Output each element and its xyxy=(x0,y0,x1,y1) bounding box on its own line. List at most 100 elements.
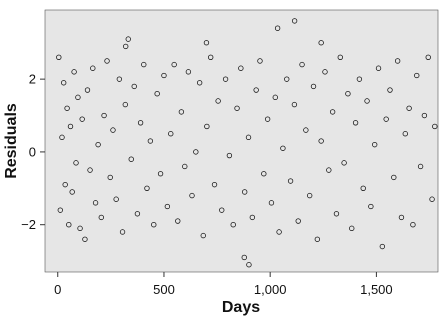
data-points-layer xyxy=(56,18,438,268)
data-point xyxy=(329,109,336,115)
data-point xyxy=(261,171,267,177)
x-axis-title: Days xyxy=(222,299,260,316)
data-point xyxy=(66,222,72,228)
y-axis: −2 0 2 xyxy=(21,72,45,232)
data-point xyxy=(61,80,67,86)
data-point xyxy=(245,134,252,141)
data-point xyxy=(238,65,244,71)
data-point xyxy=(171,61,177,68)
data-point xyxy=(104,58,110,64)
data-point xyxy=(242,189,248,195)
data-point xyxy=(421,112,428,119)
data-point xyxy=(98,214,104,221)
data-point xyxy=(352,120,359,126)
data-point xyxy=(82,236,88,242)
data-point xyxy=(414,72,420,79)
data-point xyxy=(341,160,347,166)
data-point xyxy=(429,196,435,202)
data-point xyxy=(257,58,263,64)
data-point xyxy=(90,65,96,71)
data-point xyxy=(318,40,324,46)
data-point xyxy=(391,174,397,181)
data-point xyxy=(95,141,101,148)
data-point xyxy=(264,116,271,122)
data-point xyxy=(372,141,378,148)
data-point xyxy=(122,101,128,108)
data-point xyxy=(134,211,141,217)
data-point xyxy=(219,207,225,213)
data-point xyxy=(57,207,63,213)
data-point xyxy=(107,174,113,181)
data-point xyxy=(71,69,77,75)
data-point xyxy=(272,94,278,101)
y-tick-label: 2 xyxy=(29,72,36,87)
data-point xyxy=(185,69,192,75)
data-point xyxy=(274,25,281,31)
data-point xyxy=(287,178,294,184)
y-tick-label: −2 xyxy=(21,217,36,232)
data-point xyxy=(119,229,126,235)
data-point xyxy=(268,200,275,206)
data-point xyxy=(196,80,203,86)
data-point xyxy=(417,163,424,170)
data-point xyxy=(402,131,408,137)
data-point xyxy=(360,185,366,191)
data-point xyxy=(432,123,438,130)
data-point xyxy=(295,218,301,224)
data-point xyxy=(193,149,199,155)
data-point xyxy=(79,116,85,122)
data-point xyxy=(157,171,164,177)
x-tick-label: 1,500 xyxy=(360,282,393,297)
data-point xyxy=(318,138,324,144)
data-point xyxy=(253,87,259,93)
plot-area xyxy=(44,9,439,273)
data-point xyxy=(125,36,131,42)
x-tick-label: 500 xyxy=(153,282,175,297)
data-point xyxy=(168,131,174,137)
data-point xyxy=(299,61,305,68)
data-point xyxy=(234,105,240,111)
data-point xyxy=(141,61,147,68)
y-axis-title: Residuals xyxy=(3,103,20,179)
data-point xyxy=(345,91,351,97)
data-point xyxy=(113,196,119,202)
data-point xyxy=(144,185,150,191)
data-point xyxy=(164,203,171,210)
data-point xyxy=(200,232,206,239)
data-point xyxy=(326,167,332,173)
data-point xyxy=(375,65,382,71)
data-point xyxy=(69,189,75,195)
x-tick-label: 0 xyxy=(54,282,61,297)
data-point xyxy=(84,87,91,93)
data-point xyxy=(73,160,79,166)
data-point xyxy=(280,145,286,151)
data-point xyxy=(368,203,374,210)
data-point xyxy=(204,123,210,130)
data-point xyxy=(291,101,298,108)
data-point xyxy=(77,225,83,232)
data-point xyxy=(87,167,93,173)
data-point xyxy=(314,236,321,242)
data-point xyxy=(284,76,290,82)
data-point xyxy=(383,116,389,122)
data-point xyxy=(175,218,181,224)
x-tick-label: 1,000 xyxy=(254,282,287,297)
data-point xyxy=(131,83,137,90)
data-point xyxy=(241,254,247,261)
data-point xyxy=(222,76,229,82)
data-point xyxy=(64,105,70,111)
data-point xyxy=(303,127,309,133)
data-point xyxy=(154,91,160,97)
data-point xyxy=(62,181,68,188)
data-point xyxy=(67,123,74,130)
data-point xyxy=(349,225,355,232)
data-point xyxy=(337,54,343,60)
data-point xyxy=(75,94,81,101)
data-point xyxy=(356,76,363,82)
x-axis: 0 500 1,000 1,500 xyxy=(54,272,393,297)
data-point xyxy=(203,40,210,46)
data-point xyxy=(110,127,116,133)
data-point xyxy=(215,98,221,104)
data-point xyxy=(128,156,134,162)
